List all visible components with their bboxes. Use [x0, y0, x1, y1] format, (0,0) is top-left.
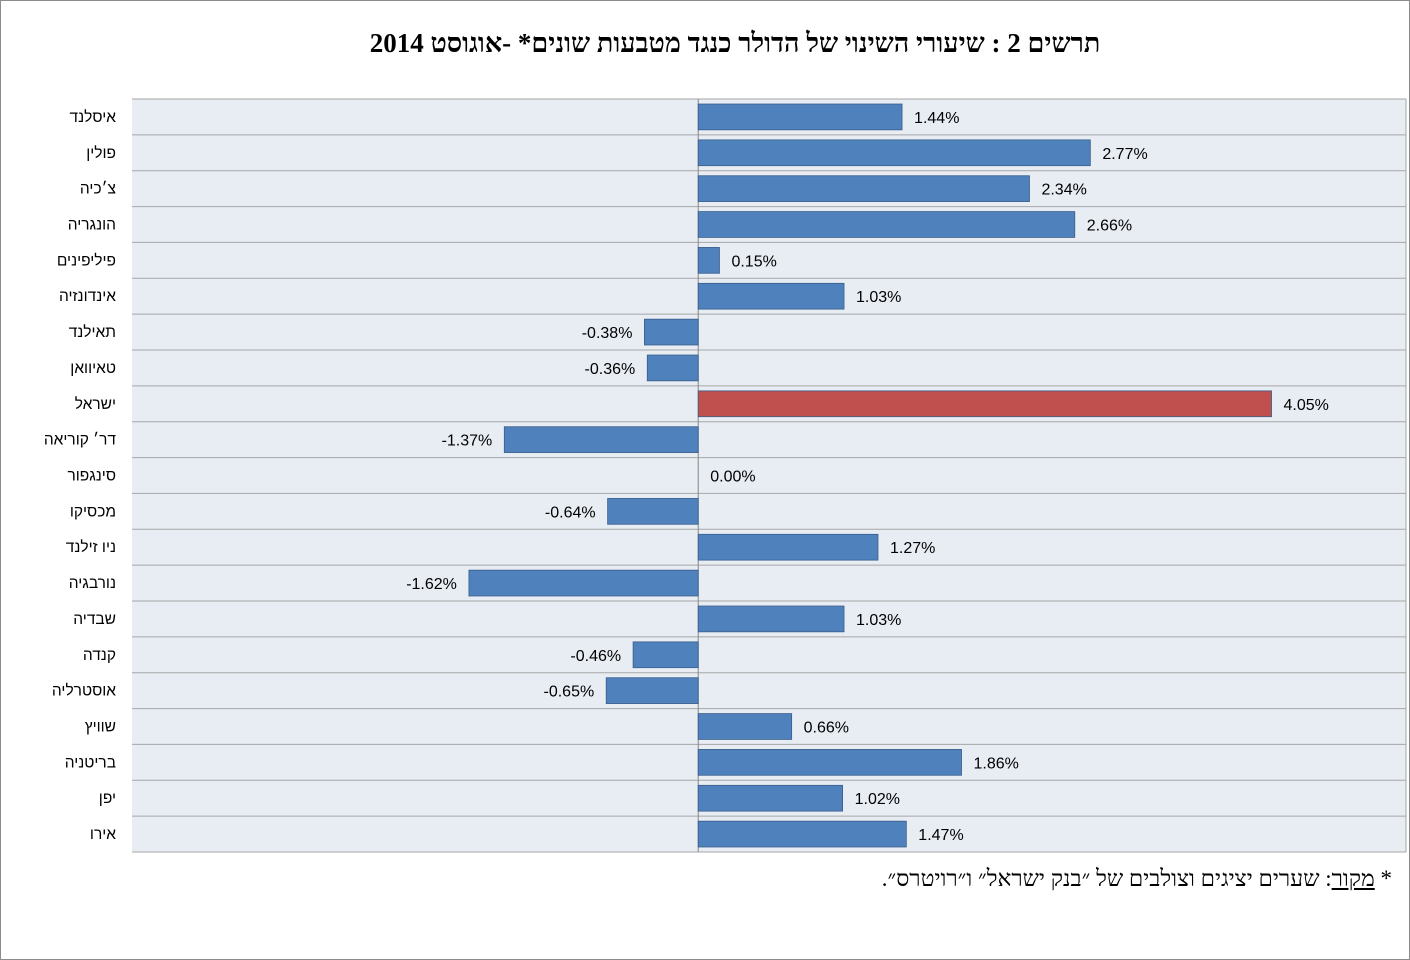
category-label: נורבגיה [69, 575, 116, 592]
bar [697, 103, 903, 131]
bar [697, 533, 879, 561]
value-label: 2.77% [1102, 146, 1147, 163]
bar [697, 211, 1076, 238]
category-label: תאילנד [69, 324, 116, 341]
value-label: 0.00% [710, 469, 755, 486]
category-label: פיליפינים [57, 252, 116, 269]
bar [697, 282, 845, 310]
value-label: 2.66% [1087, 218, 1132, 235]
footnote-star: * [1380, 866, 1393, 891]
value-label: 0.66% [804, 720, 849, 737]
category-label: איסלנד [70, 109, 117, 126]
bar [697, 139, 1091, 167]
value-label: -0.65% [544, 684, 595, 701]
bar [697, 749, 962, 776]
footnote-source-label: מקור [1331, 866, 1375, 891]
category-label: צ׳כיה [80, 181, 116, 198]
value-label: 4.05% [1284, 397, 1329, 414]
bar [646, 354, 699, 382]
category-label: אירו [90, 826, 116, 843]
category-label: קנדה [83, 647, 116, 664]
bar [697, 713, 793, 740]
bar [607, 498, 699, 525]
value-label: -0.46% [570, 648, 621, 665]
bar [697, 820, 907, 848]
value-label: -0.64% [545, 504, 596, 521]
bar [697, 175, 1030, 202]
source-footnote: * מקור: שערים יציגים וצולבים של ״בנק ישר… [882, 866, 1392, 892]
bar [468, 569, 699, 597]
value-label: 1.02% [855, 791, 900, 808]
category-label: פולין [86, 145, 116, 162]
bar [644, 318, 699, 346]
value-label: 0.15% [731, 253, 776, 270]
category-label: ישראל [75, 396, 116, 413]
bar [605, 677, 699, 704]
category-label: טאיוואן [70, 360, 116, 377]
value-label: -1.62% [406, 576, 457, 593]
category-label: ניו זילנד [66, 539, 116, 556]
footnote-text: : שערים יציגים וצולבים של ״בנק ישראל״ ו״… [881, 866, 1332, 891]
value-label: 1.03% [856, 289, 901, 306]
category-label: מכסיקו [70, 503, 116, 520]
value-label: 1.44% [914, 110, 959, 127]
category-label: הונגריה [68, 217, 116, 234]
category-label: דר׳ קוריאה [44, 432, 117, 449]
category-label: בריטניה [65, 754, 116, 771]
category-label: שוויץ [85, 719, 116, 736]
value-label: -0.36% [585, 361, 636, 378]
value-label: 2.34% [1041, 182, 1086, 199]
value-label: 1.47% [918, 827, 963, 844]
bar [697, 247, 720, 274]
bar [697, 605, 845, 633]
bar [697, 784, 844, 812]
category-label: אוסטרליה [52, 683, 116, 700]
bar [503, 426, 699, 453]
bar [632, 641, 699, 669]
value-label: 1.27% [890, 540, 935, 557]
value-label: 1.86% [974, 755, 1019, 772]
value-label: 1.03% [856, 612, 901, 629]
category-label: שבדיה [73, 611, 116, 628]
category-label: סינגפור [67, 468, 116, 485]
category-label: יפן [99, 790, 116, 807]
category-label: אינדונזיה [59, 288, 116, 305]
value-label: -1.37% [442, 433, 493, 450]
bar [697, 390, 1272, 418]
chart-title: תרשים 2 : שיעורי השינוי של הדולר כנגד מט… [369, 28, 1101, 58]
value-label: -0.38% [582, 325, 633, 342]
